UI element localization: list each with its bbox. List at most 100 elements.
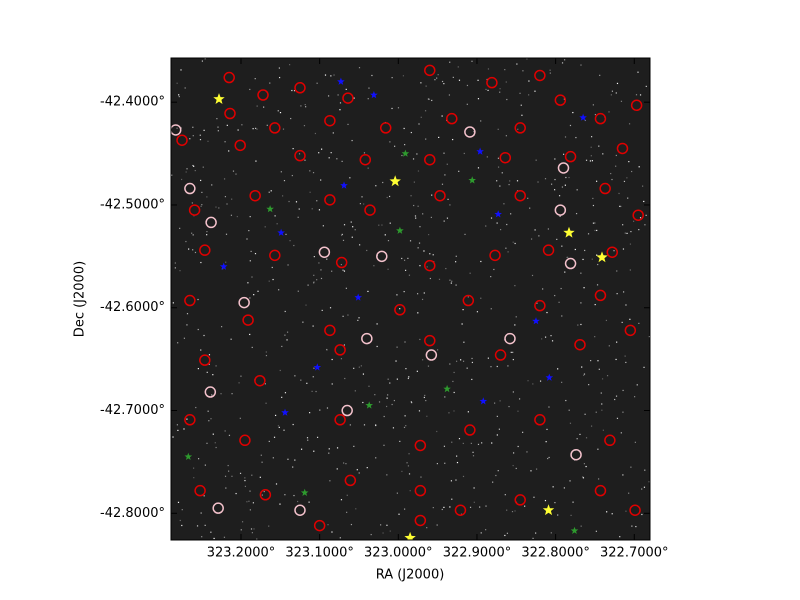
circle-marker bbox=[259, 489, 272, 501]
background-star bbox=[426, 527, 428, 529]
background-star bbox=[270, 190, 272, 192]
circle-marker bbox=[424, 153, 436, 166]
background-star bbox=[496, 180, 498, 182]
background-star bbox=[455, 284, 457, 286]
background-star bbox=[517, 128, 519, 130]
background-star bbox=[201, 191, 203, 194]
background-star bbox=[319, 409, 321, 411]
background-star bbox=[564, 59, 566, 61]
background-star bbox=[343, 224, 346, 226]
background-star bbox=[575, 136, 577, 139]
background-star bbox=[259, 476, 261, 478]
background-star bbox=[291, 174, 293, 177]
background-star bbox=[635, 94, 638, 96]
circle-marker bbox=[425, 349, 438, 361]
background-star bbox=[336, 447, 339, 449]
background-star bbox=[189, 138, 191, 140]
background-star bbox=[419, 226, 421, 228]
background-star bbox=[598, 368, 600, 370]
background-star bbox=[581, 366, 583, 368]
background-star bbox=[197, 458, 200, 460]
background-star bbox=[341, 233, 343, 236]
background-star bbox=[420, 82, 422, 84]
background-star bbox=[470, 442, 472, 444]
background-star bbox=[461, 323, 463, 325]
background-star bbox=[594, 229, 596, 232]
background-star bbox=[415, 217, 417, 219]
background-star bbox=[269, 82, 271, 84]
background-star bbox=[616, 417, 619, 419]
background-star bbox=[544, 336, 547, 338]
star-marker bbox=[213, 93, 225, 104]
background-star bbox=[407, 257, 409, 259]
background-star bbox=[590, 359, 592, 362]
background-star bbox=[246, 238, 248, 240]
background-star bbox=[635, 525, 637, 528]
background-star bbox=[527, 197, 529, 199]
background-star bbox=[241, 521, 244, 523]
background-star bbox=[388, 195, 391, 198]
circle-marker bbox=[632, 209, 644, 221]
background-star bbox=[389, 382, 391, 384]
circle-marker bbox=[324, 194, 336, 206]
background-star bbox=[226, 124, 228, 126]
circle-marker bbox=[379, 122, 392, 134]
background-star bbox=[496, 434, 498, 436]
circle-marker bbox=[534, 299, 546, 312]
circle-marker bbox=[462, 294, 475, 307]
background-star bbox=[595, 530, 597, 532]
background-star bbox=[548, 406, 550, 408]
background-star bbox=[240, 529, 242, 531]
background-star bbox=[423, 396, 425, 399]
background-star bbox=[351, 236, 353, 238]
background-star bbox=[477, 443, 480, 446]
background-star bbox=[307, 284, 309, 286]
background-star bbox=[480, 260, 482, 263]
background-star bbox=[561, 186, 564, 188]
background-star bbox=[235, 492, 237, 495]
background-star bbox=[342, 269, 344, 271]
star-marker bbox=[219, 262, 228, 270]
background-star bbox=[286, 339, 288, 341]
background-star bbox=[560, 287, 562, 290]
background-star bbox=[363, 424, 366, 426]
background-star bbox=[261, 494, 263, 496]
background-star bbox=[343, 462, 345, 464]
background-star bbox=[268, 191, 270, 193]
background-star bbox=[556, 238, 558, 241]
background-star bbox=[445, 267, 447, 270]
background-star bbox=[580, 525, 582, 527]
background-star bbox=[174, 267, 176, 269]
background-star bbox=[456, 455, 458, 457]
background-star bbox=[443, 506, 445, 508]
background-star bbox=[643, 366, 645, 368]
x-axis-label: RA (J2000) bbox=[376, 568, 445, 583]
background-star bbox=[624, 232, 626, 234]
background-star bbox=[279, 503, 281, 505]
background-star bbox=[536, 302, 538, 304]
circle-marker bbox=[434, 189, 446, 202]
background-star bbox=[463, 341, 465, 343]
background-star bbox=[257, 290, 259, 292]
background-star bbox=[291, 89, 293, 92]
background-star bbox=[471, 60, 473, 62]
background-star bbox=[397, 107, 400, 109]
background-star bbox=[185, 171, 187, 173]
background-star bbox=[179, 227, 181, 229]
background-star bbox=[362, 401, 364, 404]
background-star bbox=[375, 457, 377, 459]
background-star bbox=[249, 490, 251, 492]
background-star bbox=[623, 180, 626, 183]
background-star bbox=[318, 262, 320, 264]
background-star bbox=[176, 127, 178, 129]
background-star bbox=[389, 222, 391, 224]
background-star bbox=[616, 270, 618, 272]
background-star bbox=[446, 217, 449, 219]
star-marker bbox=[476, 147, 484, 155]
background-star bbox=[622, 248, 625, 250]
background-star bbox=[305, 304, 307, 306]
background-star bbox=[313, 450, 315, 452]
background-star bbox=[367, 98, 369, 100]
background-star bbox=[387, 378, 389, 380]
background-star bbox=[313, 274, 315, 276]
